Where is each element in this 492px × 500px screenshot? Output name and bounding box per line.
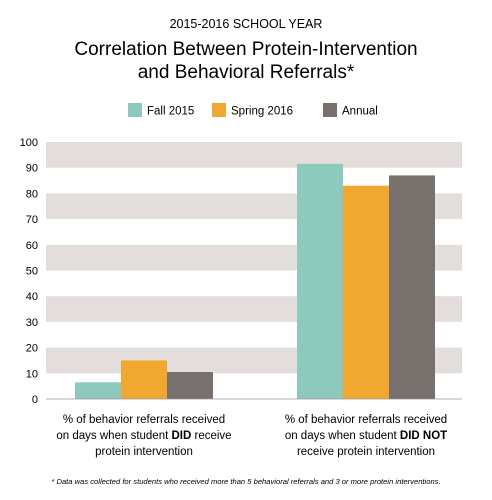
- bar: [167, 372, 213, 399]
- y-tick-label: 90: [26, 163, 38, 175]
- bar: [343, 185, 389, 399]
- legend-swatch: [212, 103, 226, 117]
- y-tick-label: 0: [32, 394, 38, 406]
- legend-label: Fall 2015: [147, 106, 194, 118]
- y-tick-label: 40: [26, 291, 38, 303]
- category-label: receive protein intervention: [297, 446, 435, 458]
- bars: [75, 163, 435, 399]
- y-tick-label: 10: [26, 368, 38, 380]
- bar: [389, 175, 435, 399]
- legend: Fall 2015 Spring 2016 Annual: [128, 103, 378, 118]
- y-tick-label: 30: [26, 317, 38, 329]
- chart-title-line-1: Correlation Between Protein-Intervention: [74, 39, 417, 60]
- category-labels: % of behavior referrals received on days …: [56, 414, 447, 458]
- y-tick-label: 50: [26, 266, 38, 278]
- legend-swatch: [323, 103, 337, 117]
- grid-band: [46, 142, 462, 168]
- chart-supertitle: 2015-2016 SCHOOL YEAR: [170, 17, 323, 31]
- footnote: * Data was collected for students who re…: [51, 477, 440, 486]
- category-label: % of behavior referrals received: [63, 414, 225, 426]
- legend-label: Spring 2016: [231, 106, 293, 118]
- legend-label: Annual: [342, 106, 378, 118]
- bar: [297, 163, 343, 399]
- chart-title-line-2: and Behavioral Referrals*: [138, 62, 355, 83]
- category-label: % of behavior referrals received: [285, 414, 447, 426]
- category-label: on days when student DID NOT: [285, 430, 447, 442]
- y-axis-ticks: 0 10 20 30 40 50 60 70 80 90 100: [20, 137, 38, 406]
- category-label: protein intervention: [95, 446, 193, 458]
- y-tick-label: 100: [20, 137, 38, 149]
- y-tick-label: 20: [26, 343, 38, 355]
- category-label: on days when student DID receive: [56, 430, 231, 442]
- legend-swatch: [128, 103, 142, 117]
- y-tick-label: 80: [26, 188, 38, 200]
- y-tick-label: 60: [26, 240, 38, 252]
- bar: [121, 360, 167, 399]
- y-tick-label: 70: [26, 214, 38, 226]
- bar: [75, 382, 121, 399]
